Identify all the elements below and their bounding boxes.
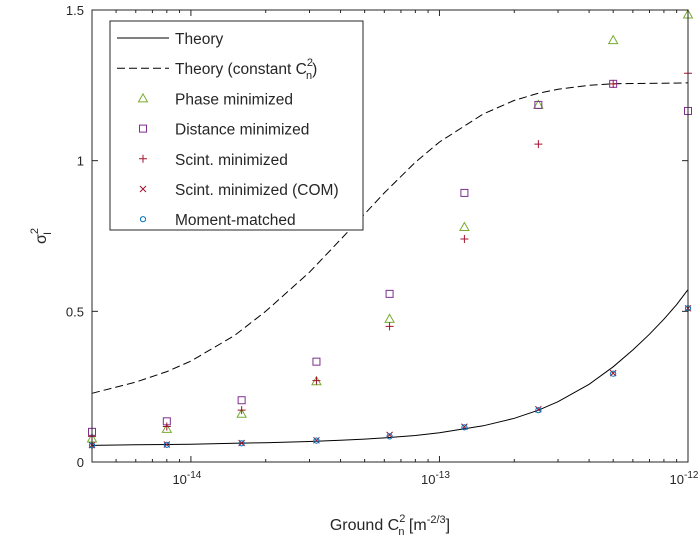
- x-axis-title-sub: n: [398, 526, 404, 538]
- legend-label-text: Theory: [175, 31, 223, 48]
- x-tick-label: 10-12: [670, 470, 699, 487]
- x-tick-label-exp: -13: [435, 470, 450, 481]
- legend-label-text: Phase minimized: [175, 91, 293, 108]
- series-0: [91, 289, 689, 446]
- legend-label-sup: 2: [307, 57, 313, 69]
- y-tick-label: 0.5: [66, 304, 84, 319]
- y-axis-title-sup: 2: [29, 228, 41, 234]
- data-point-square: [534, 100, 543, 109]
- data-point-circle: [461, 424, 468, 431]
- data-point-triangle: [384, 313, 395, 323]
- x-tick-label-base: 10: [172, 472, 186, 487]
- legend-marker-plus: [139, 154, 147, 163]
- data-point-circle: [238, 440, 245, 447]
- data-point-cross: [386, 431, 393, 439]
- data-point-triangle: [459, 221, 470, 231]
- data-point-circle: [313, 437, 320, 444]
- data-point-square: [385, 289, 394, 298]
- x-axis-title-unit: [m: [404, 517, 426, 534]
- legend: Theory Theory (constant C2 n) Phase minimiz…: [109, 20, 364, 231]
- data-point-triangle: [161, 423, 173, 433]
- legend-entry: Scint. minimized: [139, 152, 288, 169]
- legend-label-close: ): [312, 61, 317, 78]
- series-line-0: [91, 289, 689, 446]
- legend-label: Theory (constant C2 n): [175, 57, 317, 82]
- x-tick-label: 10-14: [172, 470, 201, 487]
- data-point-plus: [609, 79, 618, 88]
- legend-entry: Theory: [117, 31, 223, 48]
- legend-entry: Phase minimized: [137, 91, 293, 108]
- legend-label-text: Theory (constant C: [175, 61, 307, 78]
- legend-marker-square: [139, 124, 147, 133]
- x-tick-label-base: 10: [670, 472, 684, 487]
- data-point-triangle: [236, 408, 247, 418]
- data-point-plus: [460, 235, 469, 244]
- y-axis-title: σ2I: [29, 228, 54, 244]
- legend-label: Theory: [175, 31, 223, 48]
- legend-label: Phase minimized: [175, 91, 293, 108]
- data-point-circle: [163, 441, 170, 448]
- data-point-square: [460, 188, 469, 197]
- legend-label-text: Distance minimized: [175, 122, 309, 139]
- x-tick-label-exp: -14: [187, 470, 202, 481]
- legend-marker-circle: [139, 216, 147, 223]
- legend-entry: Theory (constant C2 n): [117, 57, 317, 82]
- x-tick-label: 10-13: [421, 470, 450, 487]
- data-point-circle: [535, 407, 542, 414]
- data-point-plus: [312, 376, 321, 385]
- legend-label: Scint. minimized: [175, 152, 288, 169]
- x-axis-title: Ground C2 n [m-2/3]: [330, 513, 450, 538]
- y-tick-label: 0: [77, 455, 84, 470]
- legend-box: [109, 20, 364, 231]
- legend-entry: Distance minimized: [139, 122, 309, 139]
- x-axis-title-unit-close: ]: [446, 517, 450, 534]
- legend-label-text: Scint. minimized: [175, 152, 288, 169]
- legend-entry: Scint. minimized (COM): [139, 182, 339, 199]
- data-point-square: [237, 396, 246, 405]
- data-point-circle: [610, 370, 617, 377]
- y-axis-title-sub: I: [42, 232, 54, 235]
- data-point-plus: [534, 140, 543, 149]
- axes-box: [91, 9, 689, 463]
- data-point-plus: [162, 422, 171, 431]
- legend-label-text: Scint. minimized (COM): [175, 182, 339, 199]
- y-tick-label: 1.5: [66, 3, 84, 18]
- legend-label: Scint. minimized (COM): [175, 182, 339, 199]
- x-axis-title-sup: 2: [399, 513, 405, 525]
- data-point-circle: [386, 433, 393, 440]
- data-point-square: [312, 357, 321, 366]
- series-line-1: [91, 82, 689, 394]
- legend-marker-triangle: [137, 92, 149, 103]
- data-point-plus: [385, 322, 394, 331]
- legend-marker-cross: [139, 185, 147, 193]
- x-axis-title-unit-exp: -2/3: [427, 514, 446, 526]
- legend-label: Distance minimized: [175, 122, 309, 139]
- legend-label-sub: n: [306, 70, 312, 82]
- x-axis-title-base: Ground C: [330, 517, 399, 534]
- x-tick-label-exp: -12: [684, 470, 699, 481]
- data-point-triangle: [607, 34, 619, 45]
- series-1: [91, 82, 689, 394]
- x-tick-label-base: 10: [421, 472, 435, 487]
- legend-label-text: Moment-matched: [175, 212, 296, 229]
- legend-label: Moment-matched: [175, 212, 296, 229]
- data-point-plus: [237, 406, 246, 415]
- y-tick-label: 1: [77, 154, 84, 169]
- legend-entry: Moment-matched: [139, 212, 296, 229]
- y-axis-title-base: σ: [33, 234, 50, 244]
